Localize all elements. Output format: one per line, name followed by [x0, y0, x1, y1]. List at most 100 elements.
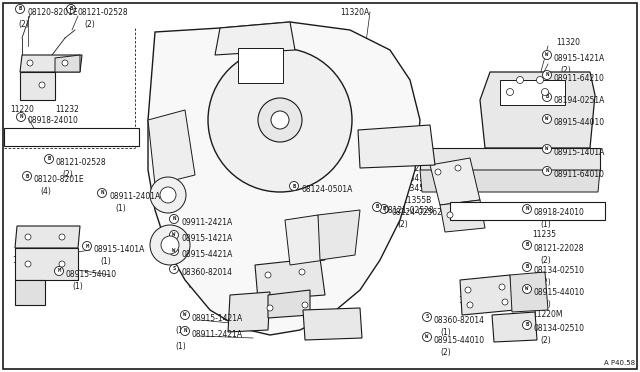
Text: 08121-02528: 08121-02528	[56, 158, 107, 167]
Text: 08120-8201E: 08120-8201E	[34, 175, 84, 184]
Text: (2): (2)	[440, 348, 451, 357]
Bar	[4, 128, 139, 146]
Text: W: W	[525, 286, 529, 292]
Text: M: M	[58, 269, 61, 273]
Text: 11350C: 11350C	[360, 198, 389, 207]
Circle shape	[83, 241, 92, 250]
Text: B: B	[376, 205, 379, 209]
Text: A P40.58: A P40.58	[604, 360, 635, 366]
Polygon shape	[148, 110, 195, 185]
Text: 11320: 11320	[556, 38, 580, 47]
Text: (2): (2)	[397, 220, 408, 229]
Text: B: B	[292, 183, 296, 189]
Text: (2): (2)	[18, 20, 29, 29]
Text: B: B	[525, 264, 529, 269]
Text: (4): (4)	[560, 108, 571, 117]
Circle shape	[522, 321, 531, 330]
Polygon shape	[15, 226, 80, 248]
Text: 08911-2421A: 08911-2421A	[192, 330, 243, 339]
Text: W: W	[172, 232, 175, 237]
Text: (2): (2)	[560, 86, 571, 95]
Text: 08360-82014: 08360-82014	[434, 316, 485, 325]
Polygon shape	[20, 72, 55, 100]
Text: 08915-44010: 08915-44010	[534, 288, 585, 297]
Text: N: N	[19, 115, 22, 119]
Text: 08915-1401A: 08915-1401A	[554, 148, 605, 157]
Text: N: N	[545, 169, 548, 173]
Polygon shape	[318, 210, 360, 260]
Text: 08911-64010: 08911-64010	[554, 170, 605, 179]
Circle shape	[59, 234, 65, 240]
Circle shape	[22, 171, 31, 180]
Text: 11220M: 11220M	[532, 310, 563, 319]
Text: 11235: 11235	[330, 214, 354, 223]
Text: N: N	[525, 206, 529, 212]
Circle shape	[170, 264, 179, 273]
Text: 11345: 11345	[400, 174, 424, 183]
Polygon shape	[480, 72, 595, 148]
Text: B: B	[525, 243, 529, 247]
Polygon shape	[15, 280, 45, 305]
Text: 08911-2401A: 08911-2401A	[109, 192, 160, 201]
Circle shape	[543, 51, 552, 60]
Circle shape	[422, 333, 431, 341]
Text: (2): (2)	[540, 336, 551, 345]
Circle shape	[543, 93, 552, 102]
Text: 08360-82014: 08360-82014	[181, 268, 232, 277]
Circle shape	[258, 98, 302, 142]
Circle shape	[39, 82, 45, 88]
Circle shape	[17, 112, 26, 122]
Circle shape	[59, 261, 65, 267]
Text: 08915-44010: 08915-44010	[434, 336, 485, 345]
Text: S: S	[172, 266, 175, 272]
Polygon shape	[460, 275, 515, 315]
Circle shape	[160, 187, 176, 203]
Circle shape	[27, 60, 33, 66]
Text: 11220: 11220	[10, 105, 34, 114]
Circle shape	[67, 4, 76, 13]
Text: 08915-1421A: 08915-1421A	[192, 314, 243, 323]
Circle shape	[97, 189, 106, 198]
Circle shape	[543, 115, 552, 124]
Text: W: W	[545, 52, 548, 58]
Circle shape	[506, 89, 513, 96]
Bar	[238, 48, 283, 83]
Text: 08911-64210: 08911-64210	[554, 74, 605, 83]
Text: 11232: 11232	[50, 245, 74, 254]
Text: 11350: 11350	[365, 148, 389, 157]
Text: (1): (1)	[175, 342, 186, 351]
Text: 11235: 11235	[532, 230, 556, 239]
Text: 11233: 11233	[222, 286, 246, 295]
Polygon shape	[148, 22, 420, 335]
Text: (2): (2)	[540, 300, 551, 309]
Text: B: B	[545, 94, 548, 99]
Text: (2): (2)	[540, 256, 551, 265]
Text: 11233: 11233	[458, 296, 482, 305]
Text: 11355D: 11355D	[356, 134, 386, 143]
Polygon shape	[15, 248, 78, 280]
Text: B: B	[47, 157, 51, 161]
Text: (1): (1)	[187, 230, 198, 239]
Text: 08134-02510: 08134-02510	[534, 266, 585, 275]
Polygon shape	[430, 158, 480, 205]
Text: 08124-02562: 08124-02562	[391, 208, 442, 217]
Text: 08121-02528: 08121-02528	[384, 206, 435, 215]
Polygon shape	[420, 170, 600, 192]
Text: (1): (1)	[307, 197, 317, 206]
Text: M: M	[85, 244, 88, 248]
Polygon shape	[228, 292, 270, 332]
Bar	[500, 80, 565, 105]
Circle shape	[455, 165, 461, 171]
Circle shape	[543, 71, 552, 80]
Circle shape	[150, 225, 190, 265]
Text: 4WD (UP TO DEC.’82): 4WD (UP TO DEC.’82)	[32, 135, 110, 142]
Text: 08124-0501A: 08124-0501A	[301, 185, 353, 194]
Circle shape	[372, 202, 381, 212]
Text: (1): (1)	[34, 128, 45, 137]
Text: 08918-24010: 08918-24010	[28, 116, 79, 125]
Circle shape	[25, 234, 31, 240]
Circle shape	[447, 212, 453, 218]
Polygon shape	[303, 308, 362, 340]
Polygon shape	[440, 200, 485, 232]
Text: 08915-54010: 08915-54010	[66, 270, 117, 279]
